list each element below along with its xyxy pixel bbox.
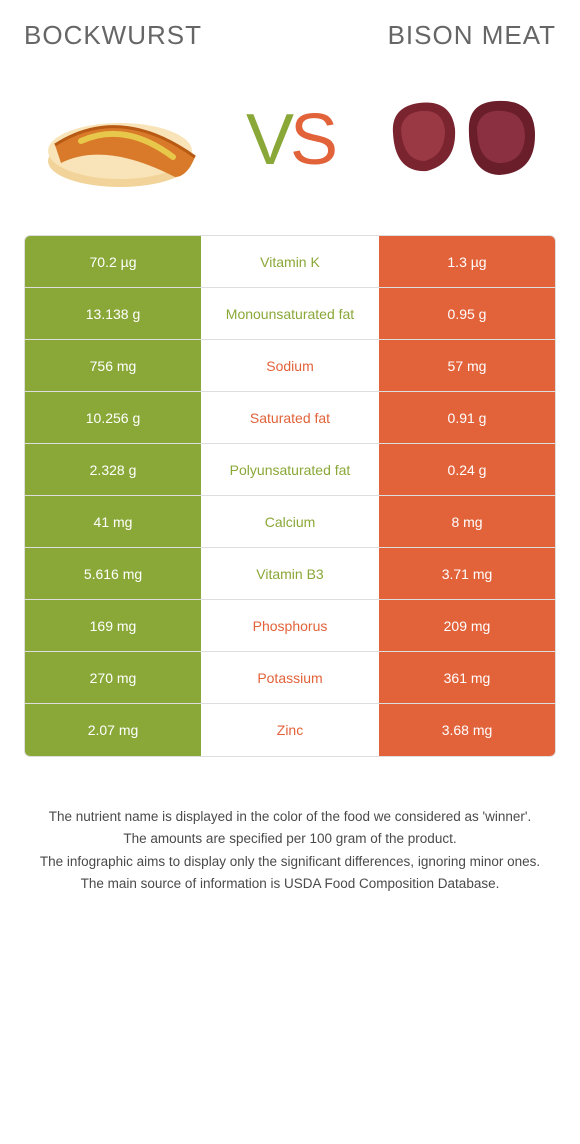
right-value: 3.71 mg: [379, 548, 555, 599]
right-value: 361 mg: [379, 652, 555, 703]
left-value: 270 mg: [25, 652, 201, 703]
right-value: 1.3 µg: [379, 236, 555, 287]
right-food-image: [370, 75, 550, 205]
right-value: 0.24 g: [379, 444, 555, 495]
nutrient-row: 756 mgSodium57 mg: [25, 340, 555, 392]
nutrient-name: Saturated fat: [201, 392, 379, 443]
nutrient-row: 41 mgCalcium8 mg: [25, 496, 555, 548]
nutrient-name: Calcium: [201, 496, 379, 547]
left-value: 70.2 µg: [25, 236, 201, 287]
vs-v: V: [246, 100, 290, 180]
nutrient-row: 70.2 µgVitamin K1.3 µg: [25, 236, 555, 288]
footnote-line: The infographic aims to display only the…: [32, 852, 548, 872]
nutrient-row: 169 mgPhosphorus209 mg: [25, 600, 555, 652]
right-value: 0.91 g: [379, 392, 555, 443]
left-value: 169 mg: [25, 600, 201, 651]
right-value: 57 mg: [379, 340, 555, 391]
nutrient-row: 2.07 mgZinc3.68 mg: [25, 704, 555, 756]
left-value: 13.138 g: [25, 288, 201, 339]
footnote-line: The main source of information is USDA F…: [32, 874, 548, 894]
left-food-title: BOCKWURST: [24, 20, 202, 51]
left-value: 2.07 mg: [25, 704, 201, 756]
nutrient-name: Monounsaturated fat: [201, 288, 379, 339]
nutrient-table: 70.2 µgVitamin K1.3 µg13.138 gMonounsatu…: [24, 235, 556, 757]
vs-s: S: [290, 100, 334, 180]
nutrient-row: 13.138 gMonounsaturated fat0.95 g: [25, 288, 555, 340]
nutrient-name: Vitamin B3: [201, 548, 379, 599]
footnote-line: The nutrient name is displayed in the co…: [32, 807, 548, 827]
left-value: 5.616 mg: [25, 548, 201, 599]
left-value: 2.328 g: [25, 444, 201, 495]
left-value: 756 mg: [25, 340, 201, 391]
nutrient-name: Phosphorus: [201, 600, 379, 651]
nutrient-row: 2.328 gPolyunsaturated fat0.24 g: [25, 444, 555, 496]
nutrient-name: Polyunsaturated fat: [201, 444, 379, 495]
right-value: 3.68 mg: [379, 704, 555, 756]
nutrient-name: Sodium: [201, 340, 379, 391]
left-value: 41 mg: [25, 496, 201, 547]
nutrient-name: Zinc: [201, 704, 379, 756]
right-food-title: BISON MEAT: [388, 20, 556, 51]
vs-label: VS: [246, 99, 334, 181]
right-value: 209 mg: [379, 600, 555, 651]
right-value: 0.95 g: [379, 288, 555, 339]
right-value: 8 mg: [379, 496, 555, 547]
footnotes: The nutrient name is displayed in the co…: [24, 807, 556, 894]
left-food-image: [30, 75, 210, 205]
hero-row: VS: [24, 75, 556, 205]
nutrient-name: Potassium: [201, 652, 379, 703]
nutrient-row: 10.256 gSaturated fat0.91 g: [25, 392, 555, 444]
nutrient-name: Vitamin K: [201, 236, 379, 287]
footnote-line: The amounts are specified per 100 gram o…: [32, 829, 548, 849]
titles-row: BOCKWURST BISON MEAT: [24, 20, 556, 51]
nutrient-row: 270 mgPotassium361 mg: [25, 652, 555, 704]
nutrient-row: 5.616 mgVitamin B33.71 mg: [25, 548, 555, 600]
left-value: 10.256 g: [25, 392, 201, 443]
